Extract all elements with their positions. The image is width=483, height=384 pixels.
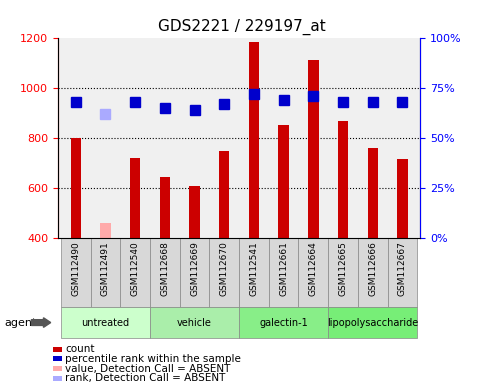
Text: untreated: untreated: [82, 318, 129, 328]
Bar: [71, 138, 81, 238]
Bar: [338, 121, 348, 238]
Text: agent: agent: [5, 318, 37, 328]
Bar: [189, 186, 200, 238]
Text: rank, Detection Call = ABSENT: rank, Detection Call = ABSENT: [65, 373, 226, 383]
Bar: [368, 148, 378, 238]
Bar: [100, 223, 111, 238]
Text: value, Detection Call = ABSENT: value, Detection Call = ABSENT: [65, 364, 230, 374]
Bar: [249, 42, 259, 238]
Bar: [397, 159, 408, 238]
Text: vehicle: vehicle: [177, 318, 212, 328]
Bar: [308, 60, 318, 238]
Text: percentile rank within the sample: percentile rank within the sample: [65, 354, 241, 364]
Bar: [160, 177, 170, 238]
Bar: [219, 151, 229, 238]
Bar: [278, 124, 289, 238]
Bar: [130, 158, 141, 238]
Text: galectin-1: galectin-1: [259, 318, 308, 328]
Text: GDS2221 / 229197_at: GDS2221 / 229197_at: [157, 19, 326, 35]
Text: count: count: [65, 344, 95, 354]
Text: lipopolysaccharide: lipopolysaccharide: [327, 318, 418, 328]
